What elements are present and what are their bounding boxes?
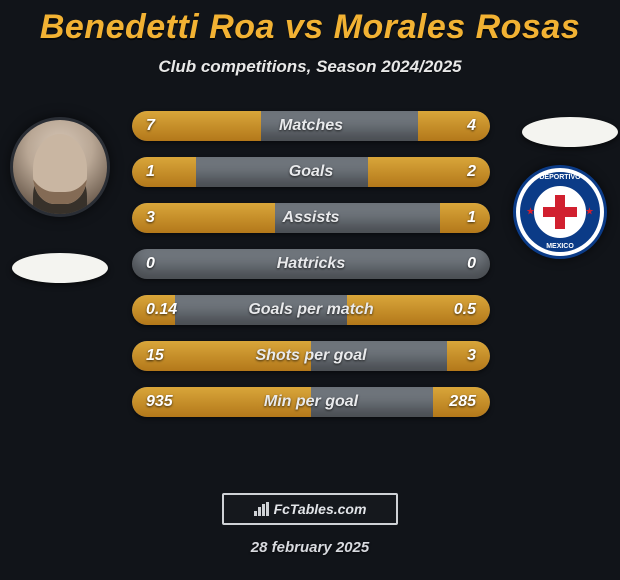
stat-row: 0.140.5Goals per match (132, 295, 490, 325)
page-title: Benedetti Roa vs Morales Rosas (0, 0, 620, 47)
club-star-right-icon: ★ (585, 207, 594, 218)
stat-metric-label: Assists (132, 203, 490, 233)
club-ring-text-top: DEPORTIVO (516, 174, 604, 181)
stat-row: 12Goals (132, 157, 490, 187)
brand-logo: FcTables.com (254, 501, 367, 517)
stat-metric-label: Matches (132, 111, 490, 141)
comparison-stage: DEPORTIVO MEXICO ★ ★ 74Matches 12Goals 31A… (0, 99, 620, 479)
player-right-club-badge: DEPORTIVO MEXICO ★ ★ (513, 165, 607, 259)
stat-metric-label: Goals per match (132, 295, 490, 325)
stat-metric-label: Goals (132, 157, 490, 187)
club-ring-text-bottom: MEXICO (516, 243, 604, 250)
stat-row: 31Assists (132, 203, 490, 233)
page-subtitle: Club competitions, Season 2024/2025 (0, 57, 620, 77)
footer-date: 28 february 2025 (0, 539, 620, 556)
player-right-avatar-placeholder (522, 117, 618, 147)
stat-row: 935285Min per goal (132, 387, 490, 417)
player-left-avatar (10, 117, 110, 217)
barchart-icon (254, 502, 270, 516)
comparison-bars: 74Matches 12Goals 31Assists 00Hattricks 0.14… (132, 111, 490, 433)
stat-row: 153Shots per goal (132, 341, 490, 371)
stat-metric-label: Hattricks (132, 249, 490, 279)
stat-row: 74Matches (132, 111, 490, 141)
club-star-left-icon: ★ (526, 207, 535, 218)
stat-metric-label: Min per goal (132, 387, 490, 417)
brand-text: FcTables.com (274, 501, 367, 517)
player-left-club-placeholder (12, 253, 108, 283)
brand-box: FcTables.com (222, 493, 398, 525)
stat-row: 00Hattricks (132, 249, 490, 279)
stat-metric-label: Shots per goal (132, 341, 490, 371)
